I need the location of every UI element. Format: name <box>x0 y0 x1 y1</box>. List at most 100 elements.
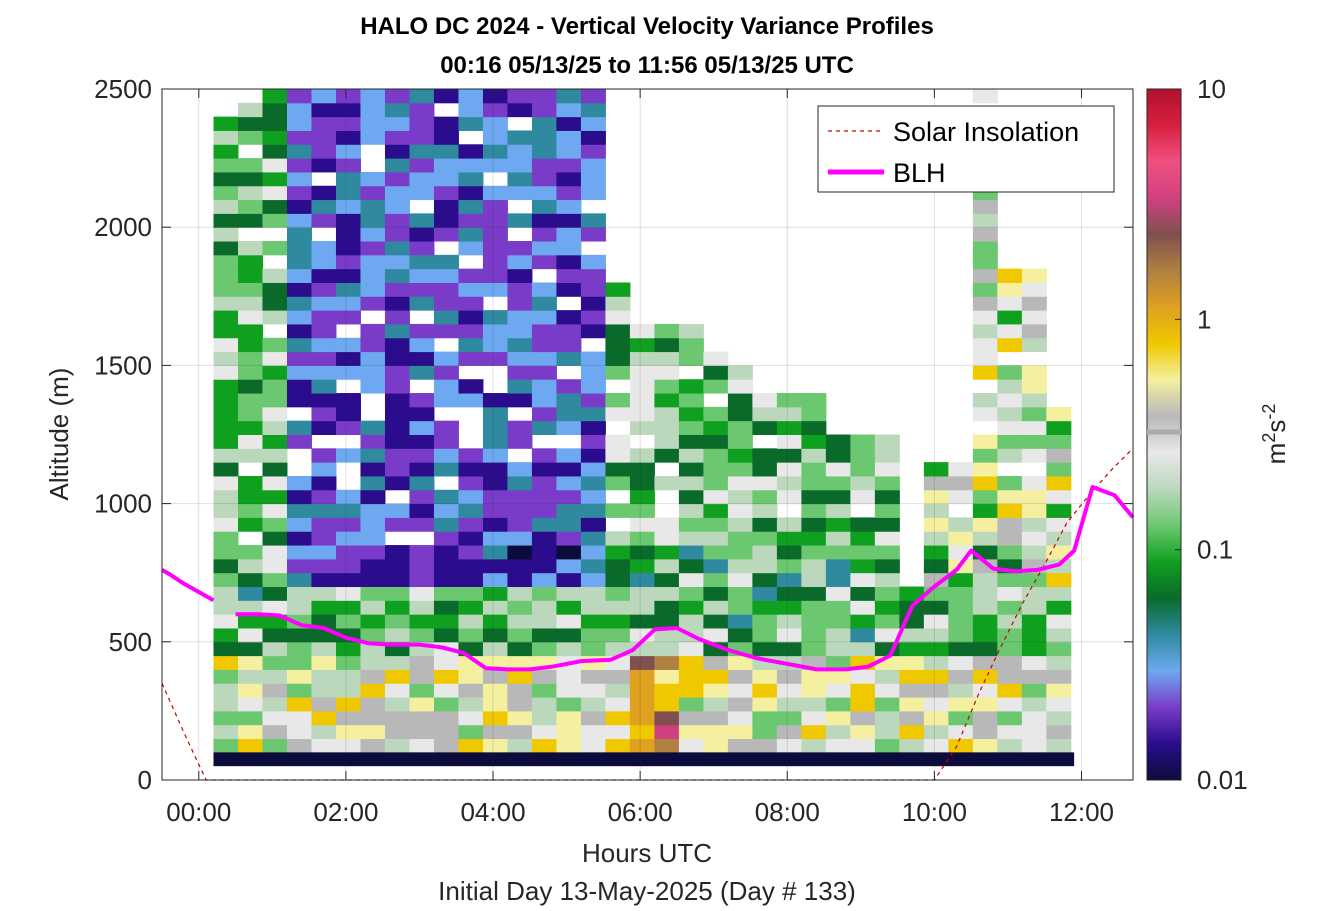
heatmap-cell <box>311 268 337 283</box>
heatmap-cell <box>262 282 288 297</box>
heatmap-cell <box>703 683 729 698</box>
heatmap-cell <box>531 310 557 325</box>
heatmap-cell <box>727 365 753 380</box>
heatmap-cell <box>213 434 239 449</box>
heatmap-cell <box>972 627 998 643</box>
heatmap-cell <box>531 558 557 574</box>
heatmap-cell <box>335 517 361 532</box>
heatmap-cell <box>972 475 998 491</box>
heatmap-cell <box>580 503 606 518</box>
heatmap-cell <box>801 517 827 532</box>
heatmap-cell <box>556 144 582 159</box>
heatmap-cell <box>262 655 288 670</box>
heatmap-cell <box>1021 627 1047 643</box>
heatmap-cell <box>311 683 337 698</box>
heatmap-cell <box>752 531 778 546</box>
heatmap-cell <box>482 116 508 131</box>
heatmap-cell <box>335 572 361 588</box>
heatmap-cell <box>286 116 312 131</box>
heatmap-cell <box>213 310 239 325</box>
heatmap-cell <box>678 434 704 449</box>
heatmap-cell <box>384 683 410 698</box>
heatmap-cell <box>629 724 655 740</box>
heatmap-cell <box>629 337 655 353</box>
heatmap-cell <box>507 296 533 311</box>
heatmap-cell <box>727 462 753 477</box>
heatmap-cell <box>654 655 680 670</box>
heatmap-cell <box>286 600 312 615</box>
heatmap-cell <box>580 697 606 712</box>
heatmap-cell <box>237 627 263 643</box>
heatmap-cell <box>1021 669 1047 684</box>
heatmap-cell <box>458 475 484 491</box>
heatmap-cell <box>899 627 925 643</box>
heatmap-cell <box>433 254 459 270</box>
y-axis-ticks: 0 500 1000 1500 2000 2500 <box>94 74 1133 795</box>
heatmap-cell <box>654 420 680 435</box>
heatmap-cell <box>262 310 288 325</box>
heatmap-cell <box>433 655 459 670</box>
heatmap-cell <box>1021 282 1047 297</box>
heatmap-cell <box>580 475 606 491</box>
heatmap-cell <box>776 462 802 477</box>
heatmap-cell <box>458 517 484 532</box>
heatmap-cell <box>654 531 680 546</box>
heatmap-cell <box>360 102 386 118</box>
heatmap-cell <box>580 227 606 242</box>
heatmap-cell <box>972 710 998 726</box>
heatmap-cell <box>678 697 704 712</box>
heatmap-cell <box>335 600 361 615</box>
heatmap-cell <box>433 586 459 601</box>
heatmap-cell <box>458 393 484 408</box>
heatmap-cell <box>507 558 533 574</box>
heatmap-cell <box>409 296 435 311</box>
heatmap-cell <box>556 641 582 657</box>
heatmap-cell <box>262 420 288 435</box>
heatmap-cell <box>262 171 288 187</box>
heatmap-cell <box>825 614 851 629</box>
heatmap-cell <box>311 572 337 588</box>
heatmap-cell <box>997 641 1023 657</box>
heatmap-cell <box>237 268 263 283</box>
heatmap-cell <box>384 462 410 477</box>
heatmap-cell <box>776 406 802 422</box>
heatmap-cell <box>850 586 876 601</box>
heatmap-cell <box>1046 710 1072 726</box>
heatmap-cell <box>213 655 239 670</box>
heatmap-cell <box>335 199 361 214</box>
heatmap-cell <box>727 738 753 753</box>
heatmap-cell <box>482 406 508 422</box>
heatmap-cell <box>825 586 851 601</box>
heatmap-cell <box>629 462 655 477</box>
heatmap-cell <box>923 710 949 726</box>
heatmap-cell <box>629 517 655 532</box>
heatmap-cell <box>825 683 851 698</box>
heatmap-cell <box>237 310 263 325</box>
heatmap-cell <box>678 600 704 615</box>
heatmap-cell <box>1021 683 1047 698</box>
heatmap-cell <box>556 379 582 394</box>
heatmap-cell <box>556 89 582 104</box>
heatmap-cell <box>850 531 876 546</box>
heatmap-cell <box>727 600 753 615</box>
heatmap-cell <box>286 185 312 201</box>
heatmap-cell <box>629 669 655 684</box>
heatmap-cell <box>997 669 1023 684</box>
heatmap-cell <box>605 282 631 297</box>
y-tick-label: 2000 <box>94 212 152 242</box>
heatmap-cell <box>384 185 410 201</box>
heatmap-cell <box>384 254 410 270</box>
heatmap-cell <box>286 379 312 394</box>
heatmap-cell <box>458 144 484 159</box>
heatmap-cell <box>654 406 680 422</box>
heatmap-cell <box>433 323 459 339</box>
heatmap-cell <box>752 462 778 477</box>
heatmap-cell <box>972 323 998 339</box>
heatmap-cell <box>605 600 631 615</box>
heatmap-cell <box>433 558 459 574</box>
heatmap-cell <box>678 462 704 477</box>
heatmap-cell <box>360 337 386 353</box>
heatmap-cell <box>360 683 386 698</box>
heatmap-cell <box>874 448 900 463</box>
heatmap-cell <box>923 531 949 546</box>
